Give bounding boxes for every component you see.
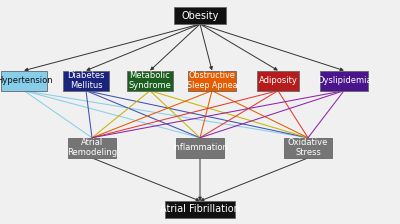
Text: Diabetes
Mellitus: Diabetes Mellitus (67, 71, 105, 90)
Text: Metabolic
Syndrome: Metabolic Syndrome (128, 71, 172, 90)
FancyBboxPatch shape (127, 71, 173, 91)
Text: Atrial Fibrillation: Atrial Fibrillation (160, 205, 240, 214)
Text: Dyslipidemia: Dyslipidemia (317, 76, 371, 85)
FancyBboxPatch shape (320, 71, 368, 91)
Text: Obesity: Obesity (181, 11, 219, 21)
FancyBboxPatch shape (63, 71, 109, 91)
Text: Hypertension: Hypertension (0, 76, 52, 85)
FancyBboxPatch shape (188, 71, 236, 91)
Text: Oxidative
Stress: Oxidative Stress (288, 138, 328, 157)
FancyBboxPatch shape (1, 71, 47, 91)
FancyBboxPatch shape (257, 71, 299, 91)
FancyBboxPatch shape (68, 138, 116, 158)
FancyBboxPatch shape (174, 7, 226, 24)
Text: Atrial
Remodeling: Atrial Remodeling (67, 138, 117, 157)
FancyBboxPatch shape (176, 138, 224, 158)
FancyBboxPatch shape (165, 201, 235, 218)
Text: Inflammation: Inflammation (172, 143, 228, 152)
FancyBboxPatch shape (284, 138, 332, 158)
Text: Adiposity: Adiposity (258, 76, 298, 85)
Text: Obstructive
Sleep Apnea: Obstructive Sleep Apnea (187, 71, 237, 90)
